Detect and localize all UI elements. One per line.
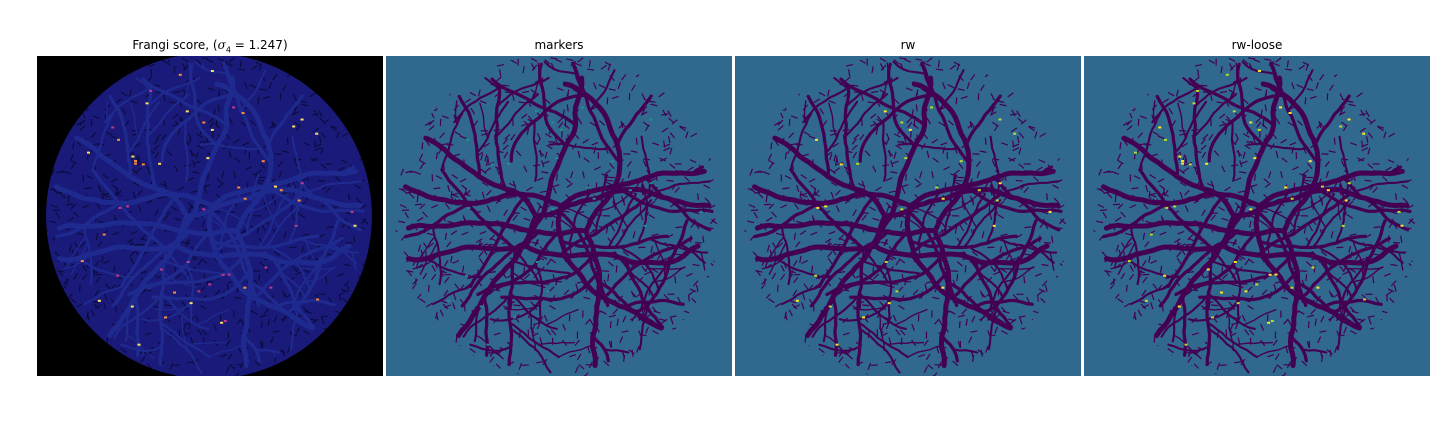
title-math-sigma: σ — [217, 38, 226, 52]
title-suffix: = 1.247) — [230, 38, 288, 52]
panel-title: Frangi score, (σ4 = 1.247) — [37, 38, 383, 54]
title-prefix: Frangi score, ( — [132, 38, 218, 52]
panel-title: rw — [900, 38, 916, 52]
panel-title: markers — [534, 38, 584, 52]
rw-loose-image — [1084, 56, 1430, 376]
rw-image — [735, 56, 1081, 376]
title-math-subscript: 4 — [225, 45, 231, 55]
panel-title: rw-loose — [1231, 38, 1283, 52]
frangi-score-image — [37, 56, 383, 376]
markers-image — [386, 56, 732, 376]
